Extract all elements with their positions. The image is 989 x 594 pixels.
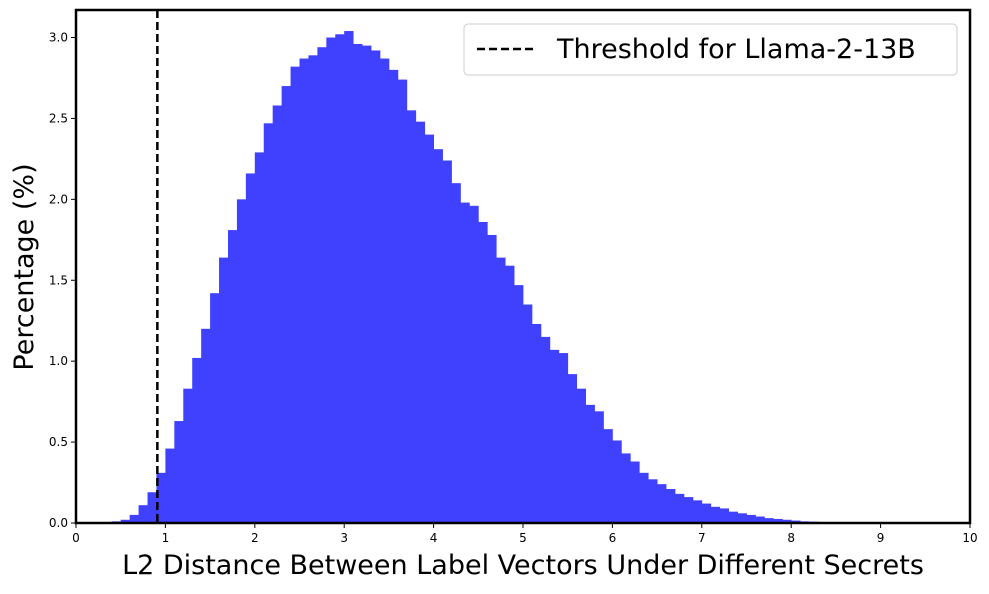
histogram-bar: [165, 449, 174, 523]
histogram-bar: [621, 453, 630, 523]
x-tick-label: 0: [72, 531, 80, 545]
histogram-bar: [541, 337, 550, 523]
histogram-bar: [514, 285, 523, 523]
histogram-bar: [702, 504, 711, 523]
histogram-bar: [308, 55, 317, 523]
histogram-bar: [246, 173, 255, 523]
x-tick-label: 3: [340, 531, 348, 545]
histogram-bar: [300, 59, 309, 523]
y-tick-label: 0.0: [49, 516, 68, 530]
histogram-bar: [148, 492, 157, 523]
legend: Threshold for Llama-2-13B: [464, 24, 957, 75]
x-tick-label: 2: [251, 531, 259, 545]
histogram-bar: [273, 105, 282, 523]
histogram-bar: [577, 389, 586, 523]
histogram-bar: [487, 235, 496, 523]
histogram-bar: [291, 67, 300, 523]
histogram-bar: [398, 80, 407, 523]
histogram-bar: [139, 505, 148, 523]
y-tick-label: 0.5: [49, 435, 68, 449]
histogram-bar: [505, 266, 514, 523]
histogram-bar: [630, 462, 639, 523]
histogram-bar: [228, 230, 237, 523]
histogram-bar: [353, 44, 362, 523]
histogram-bar: [469, 206, 478, 523]
y-tick-label: 3.0: [49, 31, 68, 45]
histogram-bar: [523, 305, 532, 523]
histogram-bar: [675, 494, 684, 523]
histogram-bar: [451, 183, 460, 523]
histogram-bar: [443, 161, 452, 523]
histogram-bar: [666, 489, 675, 523]
histogram-bar: [711, 507, 720, 523]
histogram-bar: [460, 203, 469, 523]
y-tick-label: 1.0: [49, 354, 68, 368]
histogram-bar: [407, 110, 416, 523]
x-tick-label: 1: [162, 531, 170, 545]
x-tick-label: 8: [787, 531, 795, 545]
histogram-bar: [344, 31, 353, 523]
histogram-bar: [264, 123, 273, 523]
x-tick-label: 10: [962, 531, 977, 545]
histogram-bar: [282, 86, 291, 523]
x-axis-ticks: 0 1 2 3 4 5 6 7 8 9 10: [72, 523, 977, 545]
histogram-bar: [425, 135, 434, 523]
histogram-bar: [612, 440, 621, 523]
y-tick-label: 2.0: [49, 192, 68, 206]
histogram-bar: [603, 429, 612, 523]
histogram-bar: [201, 329, 210, 523]
x-tick-label: 4: [430, 531, 438, 545]
histogram-bar: [416, 122, 425, 523]
histogram-bar: [174, 421, 183, 523]
histogram-bar: [559, 353, 568, 523]
bars-layer: [112, 31, 872, 523]
histogram-bar: [255, 152, 264, 523]
histogram-bar: [693, 500, 702, 523]
x-tick-label: 7: [698, 531, 706, 545]
y-tick-label: 2.5: [49, 111, 68, 125]
histogram-bar: [478, 222, 487, 523]
legend-label: Threshold for Llama-2-13B: [556, 34, 916, 65]
histogram-bar: [335, 34, 344, 523]
histogram-bar: [720, 508, 729, 523]
histogram-bar: [648, 479, 657, 523]
y-axis-ticks: 0.0 0.5 1.0 1.5 2.0 2.5 3.0: [49, 31, 76, 530]
histogram-bar: [237, 199, 246, 523]
histogram-bar: [371, 50, 380, 523]
histogram-bar: [326, 38, 335, 523]
histogram-bar: [434, 149, 443, 523]
x-tick-label: 6: [609, 531, 617, 545]
histogram-bar: [192, 358, 201, 523]
x-axis-title: L2 Distance Between Label Vectors Under …: [122, 550, 924, 581]
y-axis-title: Percentage (%): [9, 163, 40, 370]
histogram-bar: [729, 512, 738, 523]
x-tick-label: 9: [877, 531, 885, 545]
histogram-bar: [219, 258, 228, 523]
histogram-bar: [568, 374, 577, 523]
histogram-bar: [586, 405, 595, 523]
histogram-bar: [389, 70, 398, 523]
histogram-bar: [595, 411, 604, 523]
histogram-bar: [684, 497, 693, 523]
histogram-bar: [738, 513, 747, 523]
histogram-bar: [532, 324, 541, 523]
histogram-bar: [639, 473, 648, 523]
x-tick-label: 5: [519, 531, 527, 545]
histogram-bar: [362, 46, 371, 523]
histogram-bar: [210, 293, 219, 523]
histogram-bar: [317, 47, 326, 523]
histogram-bar: [183, 389, 192, 523]
histogram-bar: [657, 484, 666, 523]
histogram-bar: [496, 258, 505, 523]
y-tick-label: 1.5: [49, 273, 68, 287]
histogram-bar: [380, 59, 389, 523]
histogram-bar: [550, 350, 559, 523]
